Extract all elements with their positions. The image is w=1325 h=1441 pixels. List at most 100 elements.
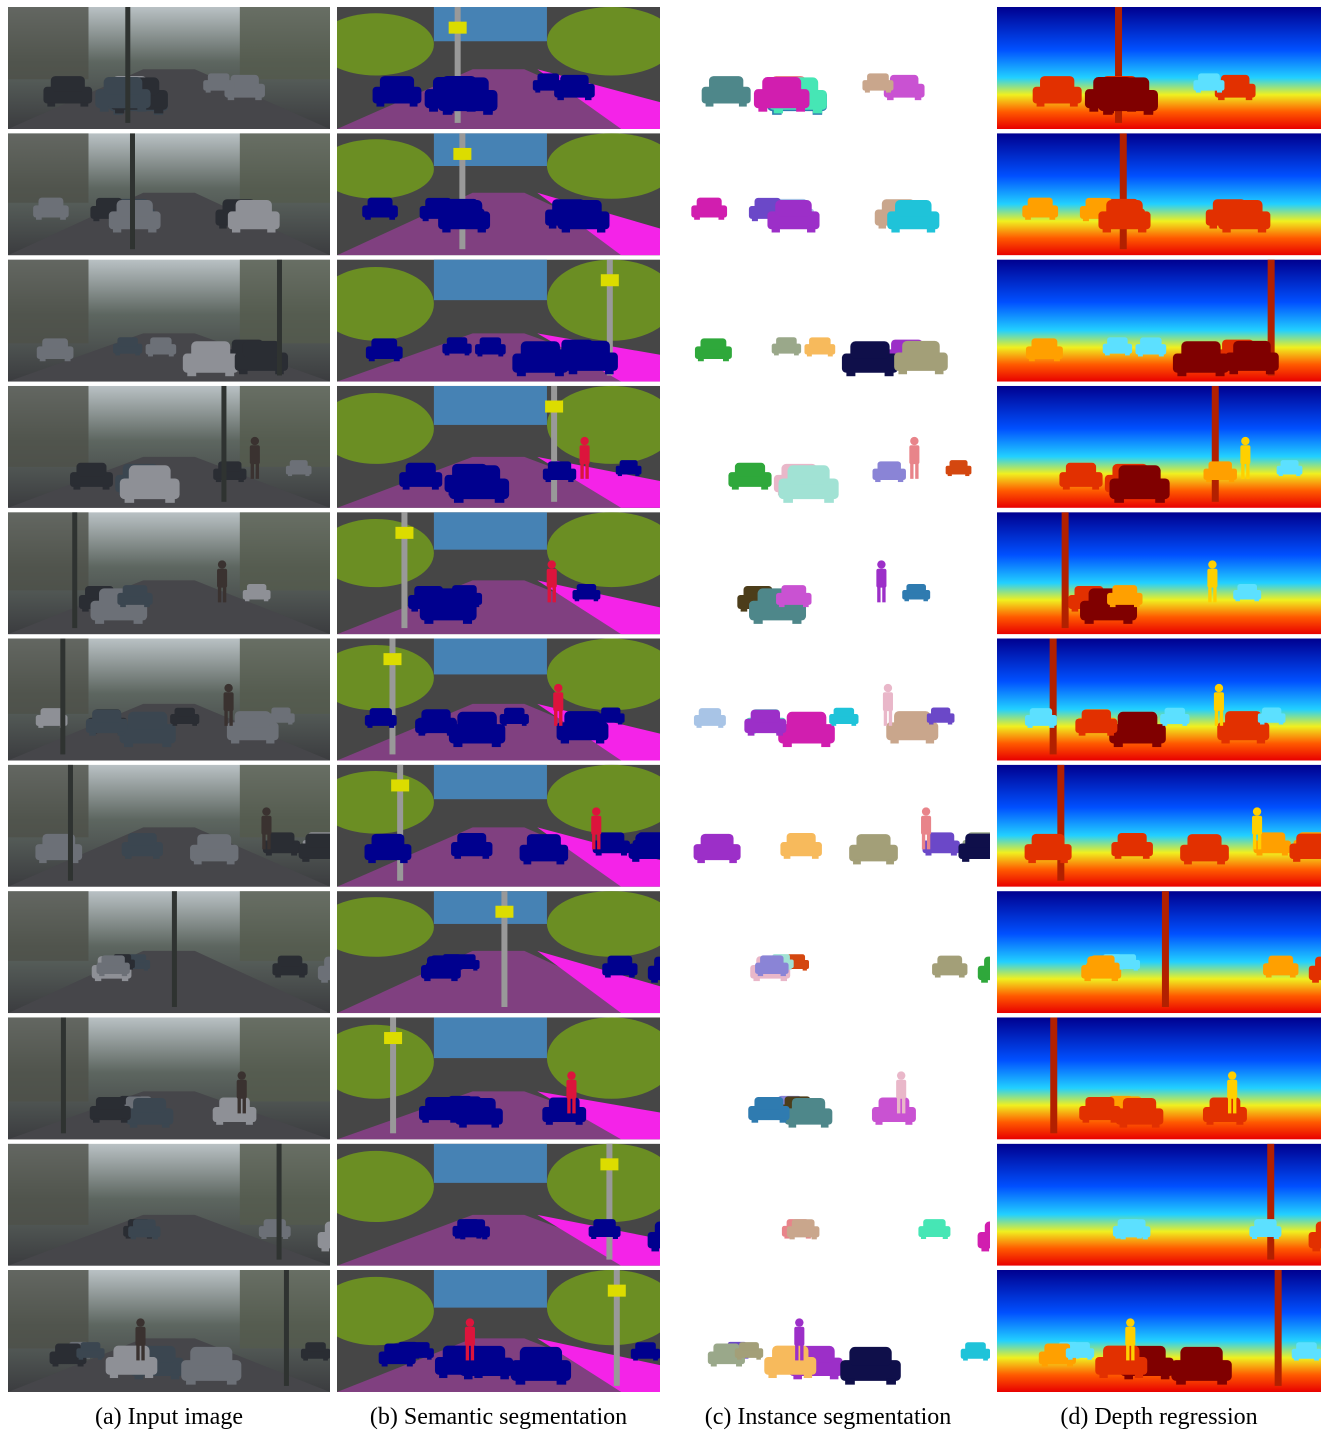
- depth-map-row-3: [997, 259, 1321, 382]
- photo-car: [258, 1219, 291, 1240]
- semantic-car: [362, 197, 398, 220]
- semantic-car: [557, 200, 610, 233]
- depth-car: [1225, 340, 1279, 375]
- photo-car: [70, 462, 113, 490]
- depth-car: [1117, 1219, 1151, 1240]
- photo-car: [113, 337, 143, 356]
- photo-car: [76, 1342, 105, 1360]
- instance-segmentation-row-2: [666, 133, 990, 256]
- depth-car: [1276, 460, 1303, 477]
- depth-car: [1086, 955, 1120, 977]
- semantic-segmentation-row-10: [337, 1143, 660, 1266]
- semantic-segmentation-row-9: [337, 1017, 660, 1140]
- instance-car: [780, 833, 822, 859]
- semantic-car: [628, 833, 660, 862]
- instance-car: [945, 460, 972, 477]
- depth-map-row-4: [997, 385, 1321, 508]
- instance-car: [977, 956, 990, 983]
- semantic-car: [630, 1342, 660, 1361]
- photo-person: [236, 1071, 247, 1114]
- instance-car: [748, 1097, 790, 1123]
- photo-car: [224, 74, 265, 101]
- photo-person: [135, 1318, 146, 1361]
- photo-car: [317, 956, 330, 983]
- depth-person: [1227, 1071, 1238, 1114]
- depth-car: [1249, 1219, 1282, 1240]
- depth-car: [1203, 461, 1237, 483]
- semantic-car: [554, 74, 595, 101]
- depth-map-row-8: [997, 891, 1321, 1014]
- instance-car: [862, 73, 894, 93]
- instance-car: [960, 1342, 990, 1361]
- photo-car: [128, 1219, 161, 1240]
- instance-car: [771, 337, 802, 356]
- instance-car: [778, 711, 835, 748]
- semantic-car: [512, 341, 569, 377]
- depth-car: [1263, 955, 1299, 978]
- instance-car: [902, 584, 931, 602]
- photo-car: [105, 1345, 158, 1379]
- depth-car: [1217, 711, 1270, 744]
- semantic-car: [399, 462, 443, 490]
- semantic-car: [446, 585, 483, 608]
- instance-car: [977, 1221, 990, 1252]
- instance-car: [894, 340, 948, 375]
- depth-car: [1214, 74, 1256, 101]
- depth-car: [1218, 200, 1271, 233]
- semantic-person: [546, 560, 557, 603]
- semantic-car: [438, 200, 491, 233]
- photo-car: [285, 460, 312, 477]
- instance-person: [882, 683, 893, 726]
- photo-car: [89, 1097, 131, 1123]
- input-photo-row-5: [8, 512, 330, 635]
- semantic-car: [425, 955, 460, 977]
- depth-map-row-10: [997, 1143, 1321, 1266]
- depth-car: [1075, 709, 1118, 736]
- photo-car: [267, 707, 295, 725]
- semantic-person: [464, 1318, 475, 1361]
- semantic-car: [457, 1219, 490, 1240]
- depth-car: [1193, 73, 1225, 93]
- instance-person: [921, 807, 932, 850]
- semantic-car: [449, 465, 510, 503]
- semantic-car: [364, 833, 412, 864]
- caption-instance-segmentation: (c) Instance segmentation: [704, 1404, 952, 1430]
- instance-car: [764, 1345, 817, 1379]
- instance-person: [909, 436, 920, 479]
- instance-car: [693, 833, 741, 864]
- instance-car: [786, 1219, 820, 1240]
- semantic-segmentation-row-4: [337, 385, 660, 508]
- semantic-person: [591, 807, 602, 850]
- photo-car: [212, 1097, 257, 1125]
- photo-car: [126, 1097, 174, 1128]
- figure-grid: [8, 7, 1321, 1392]
- depth-map-row-2: [997, 133, 1321, 256]
- semantic-car: [455, 1097, 503, 1128]
- caption-input-image: (a) Input image: [95, 1404, 243, 1430]
- depth-map-row-6: [997, 638, 1321, 761]
- semantic-car: [564, 340, 618, 375]
- photo-car: [96, 955, 130, 977]
- photo-car: [262, 832, 301, 856]
- depth-car: [1308, 1221, 1321, 1252]
- photo-car: [33, 197, 69, 220]
- instance-car: [849, 834, 898, 865]
- semantic-car: [405, 1342, 434, 1360]
- instance-car: [701, 76, 751, 107]
- photo-car: [298, 833, 330, 862]
- photo-car: [226, 711, 279, 744]
- semantic-car: [510, 1346, 572, 1385]
- instance-segmentation-row-6: [666, 638, 990, 761]
- depth-car: [1172, 341, 1230, 377]
- instance-car: [694, 338, 732, 362]
- input-photo-row-11: [8, 1270, 330, 1392]
- caption-depth-regression: (d) Depth regression: [1060, 1404, 1258, 1430]
- photo-car: [119, 465, 180, 503]
- depth-car: [1171, 1346, 1232, 1385]
- semantic-car: [365, 338, 403, 362]
- photo-car: [182, 341, 239, 377]
- semantic-person: [579, 436, 590, 479]
- photo-car: [203, 73, 235, 93]
- instance-car: [840, 1346, 901, 1385]
- semantic-car: [448, 711, 506, 748]
